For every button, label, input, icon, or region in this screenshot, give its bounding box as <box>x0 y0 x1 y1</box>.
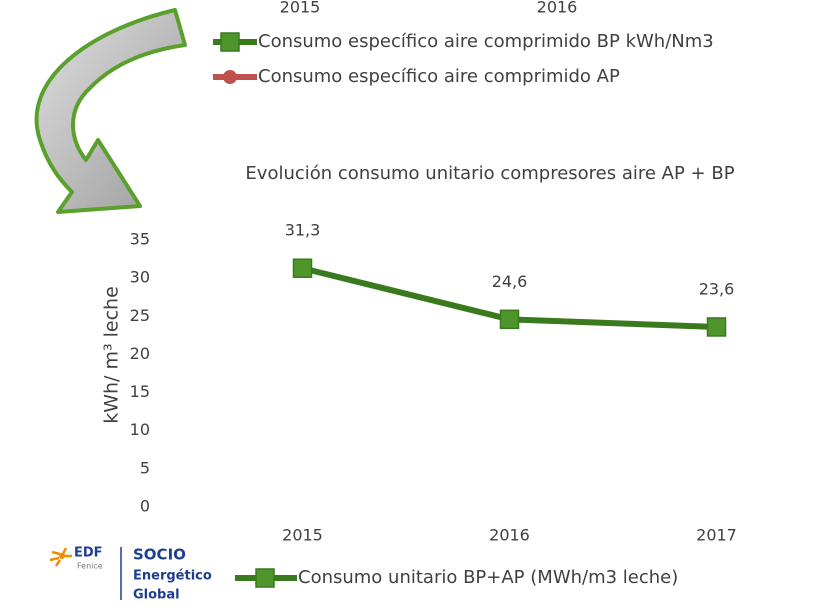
y-tick-label: 15 <box>130 382 150 401</box>
logo-brand: EDF <box>74 546 103 561</box>
chart-title: Evolución consumo unitario compresores a… <box>245 163 734 184</box>
data-point <box>706 317 727 337</box>
legend-label: Consumo unitario BP+AP (MWh/m3 leche) <box>298 567 678 588</box>
data-point <box>499 309 520 330</box>
legend-marker <box>220 32 240 52</box>
x-tick-label: 2016 <box>537 0 578 17</box>
logo-line: Global <box>133 588 180 603</box>
data-label: 24,6 <box>492 272 528 291</box>
y-tick-label: 25 <box>130 306 150 325</box>
data-label: 23,6 <box>699 279 735 298</box>
logo-rays <box>49 547 72 567</box>
legend-marker <box>223 70 237 84</box>
x-tick-label: 2016 <box>489 526 530 545</box>
curved-arrow <box>34 8 187 214</box>
y-tick-label: 30 <box>130 268 150 287</box>
x-tick-label: 2017 <box>696 526 737 545</box>
x-tick-label: 2015 <box>282 526 323 545</box>
logo-mark <box>59 553 65 559</box>
legend-label: Consumo específico aire comprimido AP <box>258 66 620 87</box>
logo-sub: Fenice <box>77 562 103 571</box>
y-tick-label: 5 <box>140 458 150 477</box>
y-tick-label: 35 <box>130 230 150 249</box>
legend-label: Consumo específico aire comprimido BP kW… <box>258 31 714 52</box>
data-point <box>292 258 313 278</box>
x-tick-label: 2015 <box>280 0 321 17</box>
logo-line: SOCIO <box>133 546 186 564</box>
legend-marker <box>255 568 275 588</box>
y-tick-label: 0 <box>140 497 150 516</box>
y-tick-label: 10 <box>130 420 150 439</box>
y-tick-label: 20 <box>130 344 150 363</box>
logo-line: Energético <box>133 569 212 584</box>
y-axis-label: kWh/ m³ leche <box>101 286 123 424</box>
logo: EDF Fenice SOCIO Energético Global <box>49 546 212 603</box>
data-label: 31,3 <box>285 221 321 240</box>
